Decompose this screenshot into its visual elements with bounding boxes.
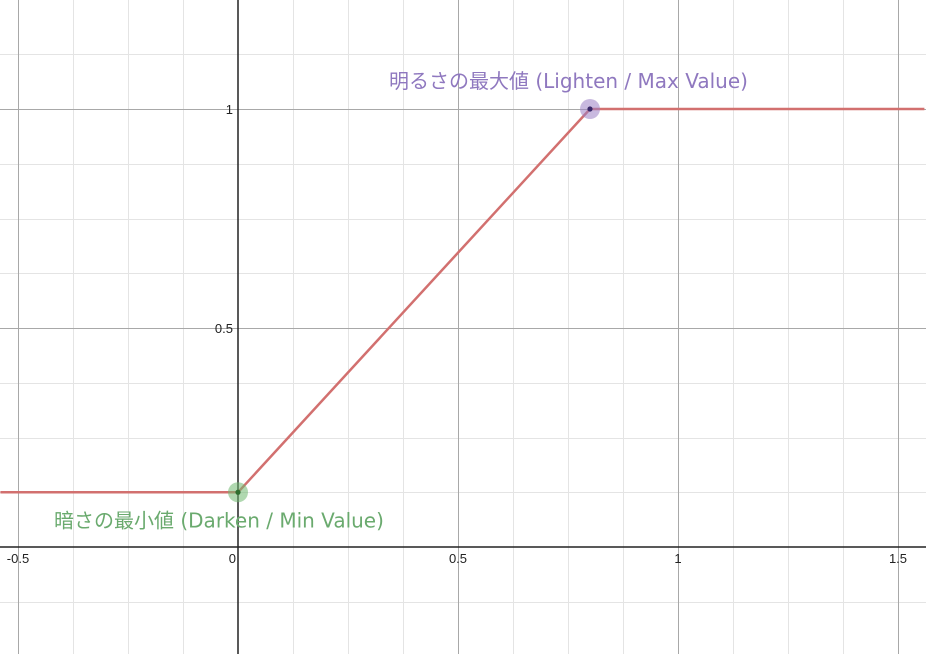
x-tick-label: 0 [229,551,236,566]
points-layer [228,99,600,503]
point-dot-1 [587,106,593,112]
y-tick-label: 0.5 [215,321,233,336]
annotations: 暗さの最小値 (Darken / Min Value) 明るさの最大値 (Ligh… [54,69,748,532]
x-tick-label: -0.5 [7,551,29,566]
series-layer [0,107,925,494]
annotation-lighten-max: 明るさの最大値 (Lighten / Max Value) [389,69,748,93]
x-tick-label: 0.5 [449,551,467,566]
x-tick-label: 1.5 [889,551,907,566]
x-tick-label: 1 [674,551,681,566]
series-line-0 [0,107,925,494]
annotation-darken-min: 暗さの最小値 (Darken / Min Value) [54,508,384,532]
point-dot-0 [235,489,241,495]
y-tick-label: 1 [226,102,233,117]
tick-labels: -0.5 0 0.5 1 1.5 0.5 1 [7,102,907,566]
